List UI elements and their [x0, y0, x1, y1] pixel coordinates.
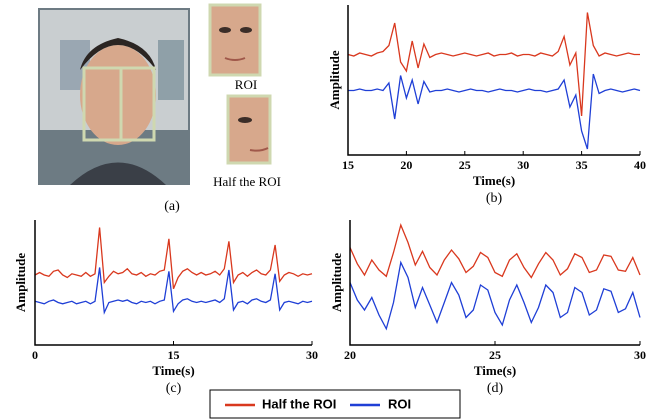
signal-line	[348, 73, 641, 150]
x-axis-title: Time(s)	[152, 363, 194, 378]
x-axis-title: Time(s)	[474, 363, 516, 378]
half-roi-crop	[226, 94, 272, 165]
signal-line	[347, 12, 640, 117]
panel-caption: (d)	[487, 381, 504, 396]
legend-label: ROI	[388, 396, 411, 411]
axis	[347, 5, 640, 156]
half-roi-label: Half the ROI	[213, 174, 281, 189]
roi-label: ROI	[235, 77, 257, 92]
x-tick-label: 20	[344, 348, 356, 362]
x-tick-label: 15	[342, 158, 354, 172]
signal-line	[34, 227, 313, 290]
x-tick-label: 25	[459, 158, 471, 172]
x-tick-label: 15	[168, 348, 180, 362]
signal-line	[34, 267, 313, 315]
axis	[34, 220, 312, 346]
signal-line	[349, 222, 641, 279]
y-axis-title: Amplitude	[13, 253, 28, 312]
y-axis-title: Amplitude	[329, 253, 344, 312]
panel-caption: (a)	[164, 199, 180, 214]
y-axis-title: Amplitude	[327, 50, 342, 109]
x-axis-title: Time(s)	[473, 173, 515, 188]
legend-label: Half the ROI	[262, 396, 336, 411]
x-tick-label: 30	[517, 158, 529, 172]
x-tick-label: 20	[400, 158, 412, 172]
roi-crop	[208, 3, 262, 77]
x-tick-label: 40	[634, 158, 646, 172]
x-tick-label: 0	[32, 348, 38, 362]
axis	[349, 220, 640, 346]
x-tick-label: 35	[576, 158, 588, 172]
panel-caption: (c)	[166, 381, 182, 396]
x-tick-label: 25	[489, 348, 501, 362]
x-tick-label: 30	[306, 348, 318, 362]
x-tick-label: 30	[634, 348, 646, 362]
panel-caption: (b)	[486, 191, 503, 206]
face-photo	[38, 8, 190, 185]
signal-line	[349, 260, 641, 331]
